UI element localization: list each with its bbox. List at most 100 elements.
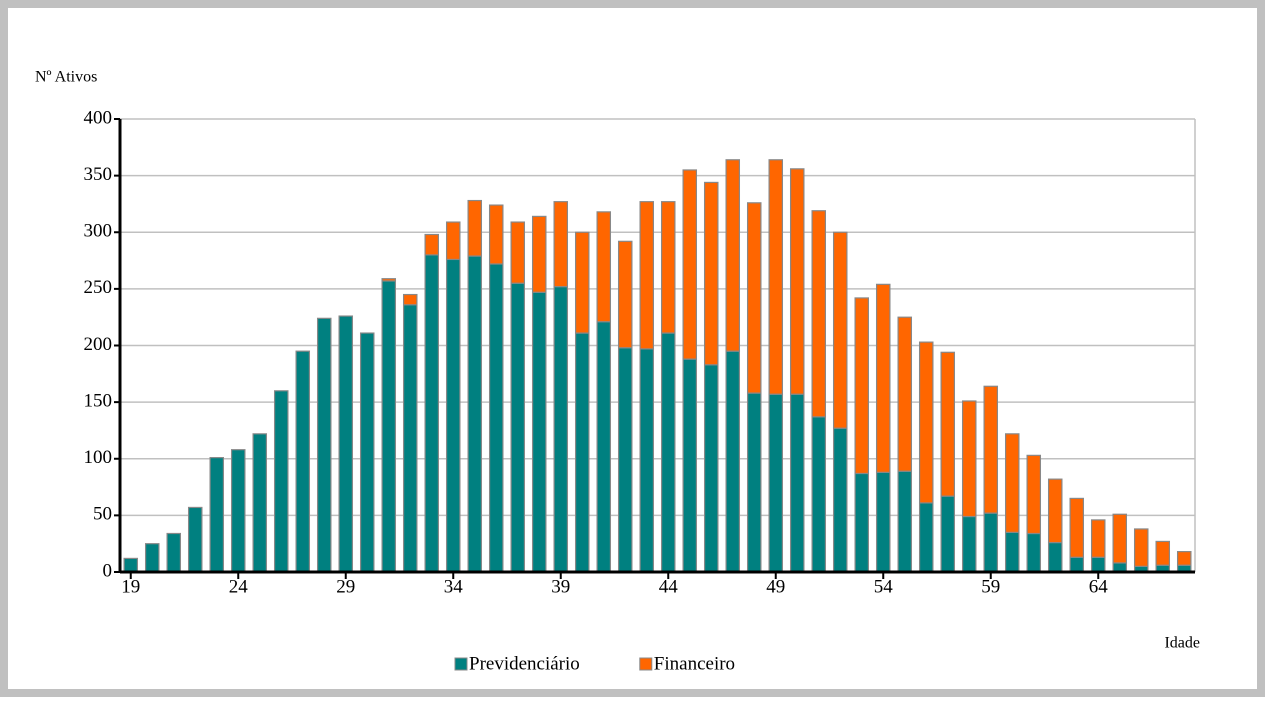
x-tick-label: 19 [121,576,140,597]
bar [187,506,203,573]
bar [166,532,182,573]
y-tick-label: 50 [93,504,112,525]
bar [832,231,848,429]
bar [1047,541,1063,573]
bar [144,543,160,573]
bar [488,204,504,265]
x-tick-label: 59 [981,576,1000,597]
bar [596,211,612,323]
bar [1176,551,1192,566]
bar [1047,478,1063,544]
bar [1026,532,1042,573]
bar [639,348,655,573]
bar [746,392,762,573]
x-tick-label: 44 [659,576,679,597]
bar [854,297,870,475]
bar [338,315,354,573]
bar [789,393,805,573]
bar [123,557,139,573]
bar [359,332,375,573]
bar [574,332,590,573]
bar [875,283,891,473]
y-axis-label: Nº Ativos [35,69,97,86]
bar [252,433,268,573]
bar [1133,528,1149,567]
bar [445,258,461,573]
bar [703,181,719,366]
bar [682,358,698,573]
y-tick-label: 300 [84,221,113,242]
y-tick-label: 250 [84,277,113,298]
bar [725,159,741,352]
y-tick-label: 200 [84,334,113,355]
y-tick-label: 0 [103,560,113,581]
bar [746,202,762,394]
bar [1004,433,1020,533]
bar [682,169,698,360]
bar [553,286,569,573]
bar [1155,540,1171,566]
bar [918,502,934,573]
bar [811,416,827,573]
bar [983,512,999,573]
bar [789,168,805,395]
bar [531,215,547,293]
bar [703,364,719,573]
x-tick-label: 39 [551,576,570,597]
bar [273,390,289,573]
bar [402,304,418,573]
x-tick-label: 24 [229,576,249,597]
bar [854,472,870,573]
bar [467,199,483,257]
bar [940,351,956,497]
bar [961,515,977,573]
bar [660,201,676,334]
bar [316,317,332,573]
bar [445,221,461,261]
bar [424,233,440,256]
bar [510,282,526,573]
bar [596,321,612,573]
bar [553,201,569,288]
bar [574,231,590,334]
bar [617,347,633,573]
bar [531,291,547,573]
y-tick-label: 350 [84,164,113,185]
bar [660,332,676,573]
x-axis-label: Idade [1164,635,1200,652]
y-tick-label: 400 [84,107,113,128]
bar [768,159,784,395]
legend-swatch [454,657,468,671]
legend-label: Financeiro [654,653,735,674]
bar [510,221,526,284]
bar [1090,556,1106,573]
bar [1112,513,1128,564]
bar [381,278,397,282]
bar [811,210,827,418]
bar [983,385,999,514]
bar [381,280,397,573]
x-tick-label: 64 [1089,576,1109,597]
bar [1004,531,1020,573]
bar [1090,519,1106,558]
bar [897,470,913,573]
bar [875,471,891,573]
x-tick-label: 49 [766,576,785,597]
bar [488,263,504,573]
bar [897,316,913,472]
bar [1026,454,1042,535]
bar [1069,497,1085,558]
legend-swatch [639,657,653,671]
x-tick-label: 29 [336,576,355,597]
bar [402,293,418,306]
bar [725,350,741,573]
bar [295,350,311,573]
bar [961,400,977,518]
y-tick-label: 150 [84,390,113,411]
x-tick-label: 34 [444,576,464,597]
bar [1069,556,1085,573]
bar [617,240,633,349]
y-tick-label: 100 [84,447,113,468]
bar [940,495,956,573]
